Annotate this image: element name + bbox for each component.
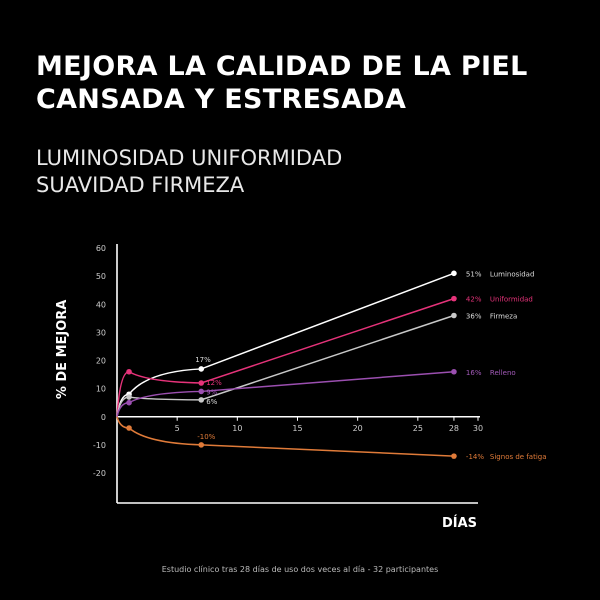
page-subtitle: LUMINOSIDAD UNIFORMIDAD SUAVIDAD FIRMEZA: [36, 145, 342, 199]
y-tick-label: -20: [93, 469, 106, 478]
point-label-firmeza: 6%: [206, 398, 217, 406]
y-axis-label: % DE MEJORA: [55, 300, 70, 400]
x-tick-label: 15: [292, 424, 302, 433]
data-point-relleno: [126, 399, 132, 406]
title-line-1: MEJORA LA CALIDAD DE LA PIEL: [36, 51, 528, 82]
page-title: MEJORA LA CALIDAD DE LA PIEL CANSADA Y E…: [36, 50, 528, 116]
series-line-signos-de-fatiga: [116, 416, 454, 457]
x-tick-label: 20: [353, 424, 363, 433]
data-point-signos-de-fatiga: [451, 453, 457, 459]
data-point-relleno: [198, 388, 205, 395]
point-label-signos-de-fatiga: -14%: [466, 453, 484, 461]
y-tick-label: 10: [96, 385, 106, 394]
subtitle-line-1: LUMINOSIDAD UNIFORMIDAD: [36, 146, 343, 170]
data-point-firmeza: [451, 312, 457, 319]
x-tick-label: 10: [232, 424, 242, 433]
legend-label-relleno: Relleno: [490, 369, 516, 377]
y-tick-label: 0: [101, 413, 106, 422]
series-line-luminosidad: [116, 272, 455, 417]
title-line-2: CANSADA Y ESTRESADA: [36, 84, 407, 115]
point-label-signos-de-fatiga: -10%: [197, 433, 215, 441]
y-tick-label: 30: [96, 328, 106, 337]
subtitle-line-2: SUAVIDAD FIRMEZA: [36, 173, 245, 197]
data-point-uniformidad: [451, 295, 457, 302]
point-label-relleno: 9%: [206, 388, 217, 396]
legend-label-firmeza: Firmeza: [490, 313, 517, 321]
legend-label-luminosidad: Luminosidad: [490, 270, 534, 278]
x-tick-label: 25: [413, 424, 423, 433]
study-footnote: Estudio clínico tras 28 días de uso dos …: [161, 565, 439, 574]
y-tick-label: 60: [96, 244, 106, 253]
point-label-uniformidad: 42%: [466, 296, 482, 304]
data-point-uniformidad: [198, 380, 205, 386]
legend-label-signos-de-fatiga: Signos de fatiga: [490, 453, 547, 461]
y-tick-label: 40: [96, 300, 106, 309]
data-point-signos-de-fatiga: [126, 425, 132, 431]
point-label-luminosidad: 17%: [195, 356, 211, 364]
x-tick-label: 30: [473, 424, 483, 433]
series-line-firmeza: [116, 314, 455, 417]
data-point-firmeza: [126, 394, 132, 400]
point-label-luminosidad: 51%: [466, 270, 482, 278]
x-tick-label: 5: [175, 424, 180, 433]
point-label-uniformidad: 12%: [206, 379, 222, 387]
data-point-uniformidad: [126, 368, 132, 375]
point-label-relleno: 16%: [466, 369, 482, 377]
series-line-relleno: [116, 371, 454, 417]
data-point-relleno: [451, 368, 457, 375]
legend-label-uniformidad: Uniformidad: [490, 296, 533, 304]
y-tick-label: -10: [93, 441, 106, 450]
point-label-firmeza: 36%: [466, 313, 482, 321]
data-point-firmeza: [198, 397, 205, 403]
data-point-luminosidad: [198, 366, 205, 372]
y-tick-label: 20: [96, 357, 106, 366]
y-tick-label: 50: [96, 272, 106, 281]
data-point-signos-de-fatiga: [198, 442, 205, 448]
data-point-luminosidad: [451, 270, 457, 277]
x-axis-label: DÍAS: [442, 515, 477, 531]
x-tick-label: 28: [449, 424, 459, 433]
